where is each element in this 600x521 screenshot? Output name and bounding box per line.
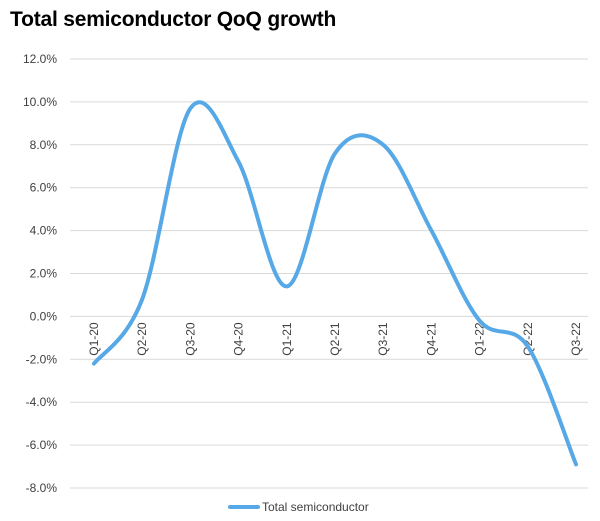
legend: Total semiconductor [228,500,369,514]
y-axis-ticks: 12.0% 10.0% 8.0% 6.0% 4.0% 2.0% 0.0% -2.0% -4.0%… [23,52,57,495]
y-tick-label: 6.0% [30,181,58,195]
x-tick-label: Q1-22 [473,322,487,356]
y-tick-label: -2.0% [26,352,58,366]
y-tick-label: 12.0% [23,52,57,66]
y-tick-label: -8.0% [26,481,58,495]
x-tick-label: Q2-20 [135,322,149,356]
x-tick-label: Q4-20 [232,322,246,356]
series-line-total-semiconductor [92,100,578,467]
y-tick-label: -4.0% [26,395,58,409]
x-tick-label: Q3-21 [376,322,390,356]
x-tick-label: Q1-20 [87,322,101,356]
y-tick-label: 2.0% [30,267,58,281]
legend-label: Total semiconductor [262,500,369,514]
y-tick-label: 4.0% [30,224,58,238]
x-tick-label: Q4-21 [424,322,438,356]
y-tick-label: 8.0% [30,138,58,152]
x-tick-label: Q2-21 [328,322,342,356]
x-tick-label: Q1-21 [280,322,294,356]
y-tick-label: 10.0% [23,95,57,109]
y-tick-label: 0.0% [30,309,58,323]
x-tick-label: Q2-22 [521,322,535,356]
series-layer [92,100,578,467]
gridlines [70,58,588,489]
y-tick-label: -6.0% [26,438,58,452]
x-tick-label: Q3-20 [183,322,197,356]
x-tick-label: Q3-22 [569,322,583,356]
x-axis-ticks: Q1-20 Q2-20 Q3-20 Q4-20 Q1-21 Q2-21 Q3-21 Q4-21… [87,322,583,356]
chart-title: Total semiconductor QoQ growth [10,8,337,31]
